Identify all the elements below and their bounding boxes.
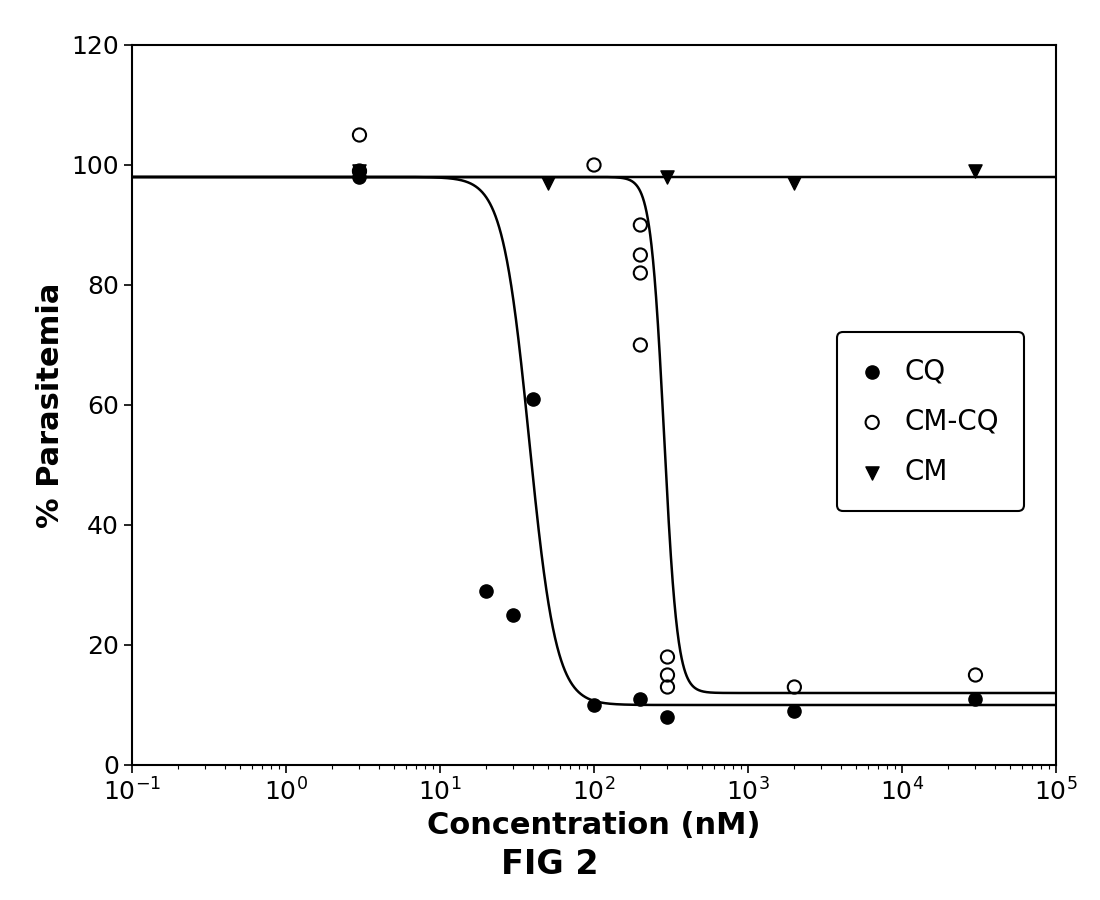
CM-CQ [659,668,676,682]
CM-CQ [631,248,649,262]
CQ [505,608,522,622]
Y-axis label: % Parasitemia: % Parasitemia [36,283,66,527]
CQ [351,170,369,184]
CQ [351,164,369,178]
CM-CQ [967,668,984,682]
CQ [659,710,676,724]
CM [351,164,369,178]
CM [659,170,676,184]
CM-CQ [631,338,649,352]
CQ [785,704,803,718]
CM [785,176,803,190]
CQ [524,392,541,406]
CM-CQ [659,650,676,664]
CM-CQ [351,164,369,178]
Legend: CQ, CM-CQ, CM: CQ, CM-CQ, CM [837,332,1024,511]
CM-CQ [631,266,649,280]
CM-CQ [585,158,603,172]
CM-CQ [351,128,369,142]
CM-CQ [659,680,676,694]
Text: FIG 2: FIG 2 [502,848,598,880]
CQ [477,584,495,598]
CQ [631,692,649,706]
X-axis label: Concentration (nM): Concentration (nM) [427,811,761,840]
CM-CQ [631,218,649,232]
CQ [967,692,984,706]
CM [967,164,984,178]
CM [539,176,557,190]
CQ [585,698,603,712]
CM-CQ [785,680,803,694]
